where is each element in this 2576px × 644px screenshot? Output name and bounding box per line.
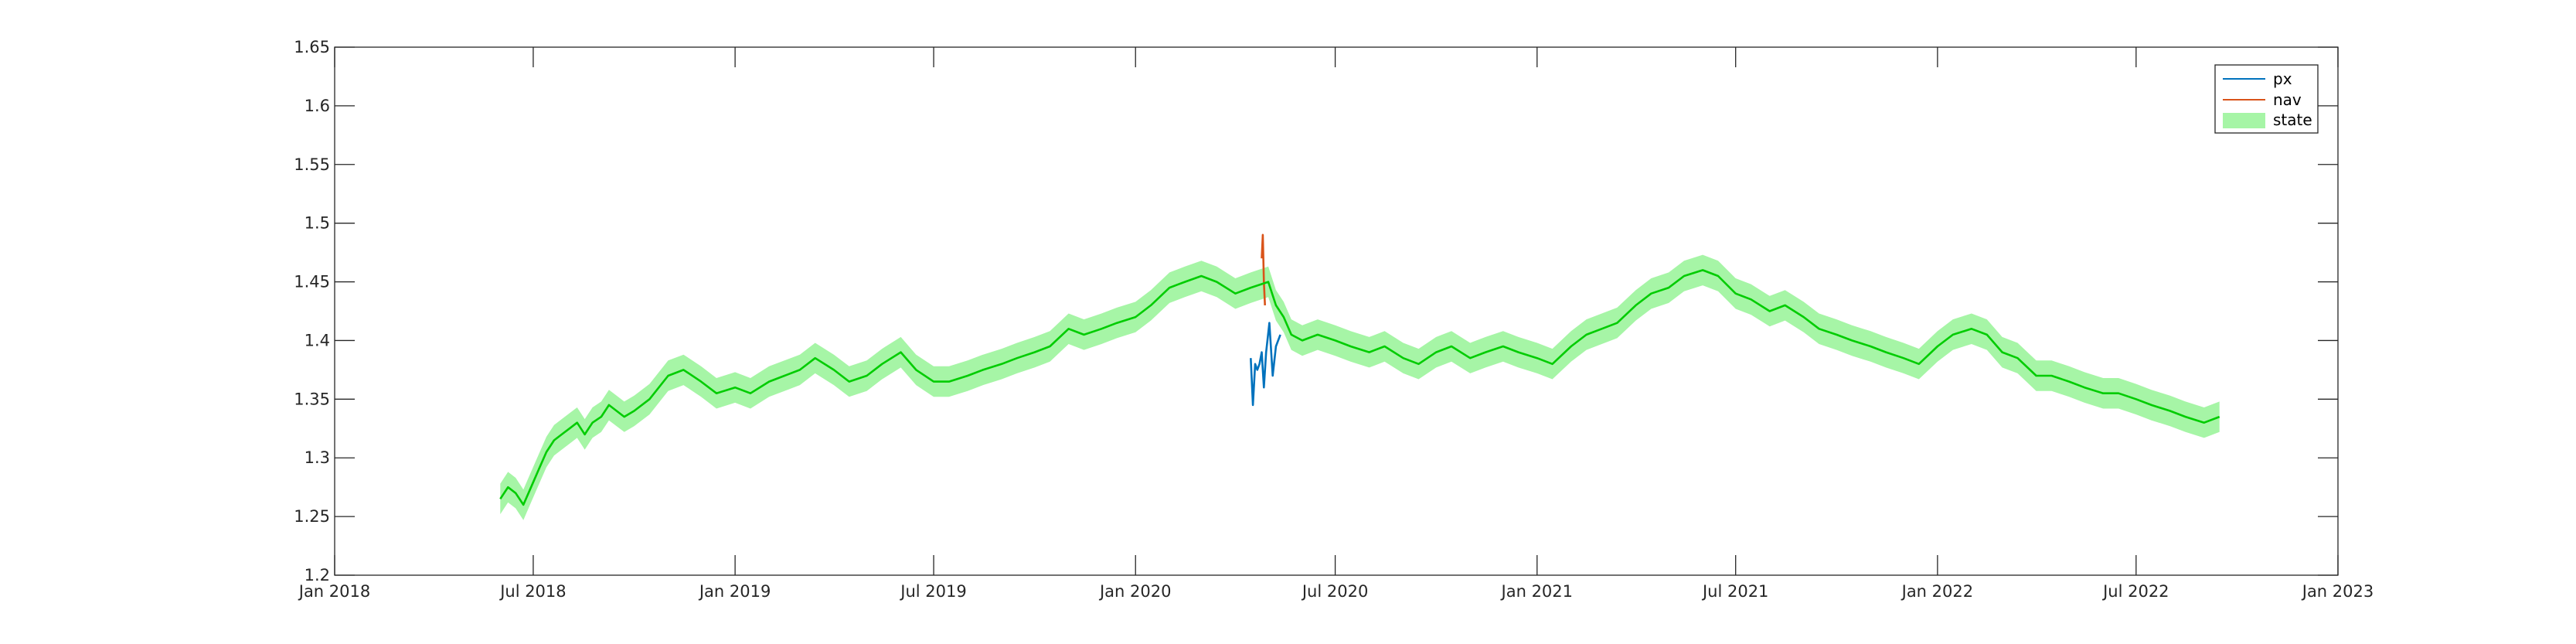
x-tick-label: Jul 2021 (1701, 582, 1768, 601)
legend: px nav state (2214, 64, 2319, 134)
y-tick-label: 1.5 (305, 214, 330, 233)
y-tick-label: 1.6 (305, 97, 330, 115)
x-tick-label: Jan 2021 (1500, 582, 1574, 601)
x-tick-label: Jan 2022 (1901, 582, 1974, 601)
y-tick-label: 1.2 (305, 566, 330, 584)
series-px-line (1250, 322, 1281, 407)
y-tick-label: 1.55 (294, 155, 330, 174)
x-tick-label: Jan 2019 (698, 582, 771, 601)
x-tick-label: Jan 2023 (2301, 582, 2374, 601)
y-tick-label: 1.65 (294, 38, 330, 56)
y-tick-label: 1.25 (294, 507, 330, 526)
x-tick-label: Jul 2019 (899, 582, 966, 601)
y-tick-label: 1.35 (294, 390, 330, 408)
series-line-layer (499, 233, 2220, 506)
x-axis: Jan 2018 Jul 2018 Jan 2019 Jul 2019 Jan 2020… (298, 47, 2374, 601)
legend-state-label: state (2273, 111, 2312, 129)
series-state-band (500, 254, 2220, 520)
x-tick-label: Jul 2022 (2101, 582, 2169, 601)
series-state-line (499, 269, 2220, 506)
x-tick-label: Jul 2018 (499, 582, 566, 601)
series-nav-line (1261, 233, 1266, 305)
axes-box (334, 46, 2339, 576)
legend-px-label: px (2273, 70, 2292, 88)
y-tick-label: 1.45 (294, 273, 330, 291)
x-tick-label: Jan 2020 (1098, 582, 1172, 601)
legend-nav-label: nav (2273, 90, 2302, 109)
x-tick-label: Jul 2020 (1301, 582, 1368, 601)
y-tick-label: 1.3 (305, 448, 330, 467)
x-tick-label: Jan 2018 (298, 582, 371, 601)
state-band-layer (500, 254, 2220, 520)
y-axis: 1.2 1.25 1.3 1.35 1.4 1.45 1.5 1.55 1.6 1.65 (294, 38, 2338, 584)
y-tick-label: 1.4 (305, 331, 330, 349)
legend-state-swatch (2223, 113, 2265, 128)
